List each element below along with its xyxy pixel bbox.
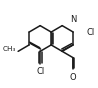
- Text: Cl: Cl: [86, 28, 94, 37]
- Text: Cl: Cl: [36, 67, 44, 76]
- Text: N: N: [70, 15, 76, 24]
- Text: CH₃: CH₃: [2, 46, 16, 52]
- Text: O: O: [70, 73, 77, 82]
